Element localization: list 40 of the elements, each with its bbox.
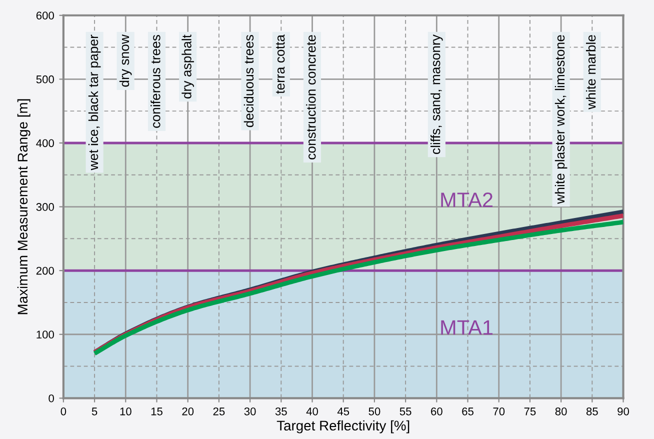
y-tick-label: 600 <box>36 12 54 20</box>
x-axis-title: Target Reflectivity [%] <box>276 420 410 434</box>
annotation: cliffs, sand, masonry <box>430 34 443 154</box>
band-label: MTA1 <box>441 320 493 335</box>
x-tick-label: 80 <box>555 407 567 416</box>
x-tick-label: 20 <box>182 407 194 416</box>
x-tick-label: 50 <box>368 407 380 416</box>
x-tick-label: 55 <box>400 408 412 416</box>
annotation: construction concrete <box>306 35 316 160</box>
y-tick-label: 200 <box>36 266 54 275</box>
x-tick-label: 15 <box>151 408 162 416</box>
x-tick-label: 60 <box>431 407 442 416</box>
band-label: MTA2 <box>441 192 492 208</box>
annotation: terra cotta <box>276 34 285 94</box>
y-axis-title: Maximum Measurement Range [m] <box>17 99 30 314</box>
annotation: white plaster work, limestone <box>554 35 568 204</box>
x-tick-label: 85 <box>586 407 598 416</box>
x-tick-label: 25 <box>213 407 225 416</box>
x-tick-label: 0 <box>60 407 66 416</box>
annotation: wet ice, black tar paper <box>88 34 101 170</box>
x-tick-label: 70 <box>493 407 505 416</box>
annotation: dry asphalt <box>182 34 194 98</box>
x-tick-label: 30 <box>244 407 256 416</box>
y-tick-label: 0 <box>48 394 54 402</box>
annotation: white marble <box>586 35 596 110</box>
x-tick-label: 40 <box>306 407 318 416</box>
y-tick-label: 300 <box>36 203 54 211</box>
y-tick-label: 100 <box>36 330 54 339</box>
y-tick-label: 400 <box>36 139 54 148</box>
x-tick-label: 5 <box>92 408 98 416</box>
annotation: dry snow <box>119 34 132 87</box>
x-tick-label: 10 <box>120 407 132 416</box>
x-tick-label: 65 <box>462 407 474 416</box>
x-tick-label: 45 <box>337 408 350 416</box>
annotation: deciduous trees <box>244 34 254 128</box>
x-tick-label: 35 <box>275 407 287 416</box>
x-tick-label: 90 <box>618 407 630 416</box>
annotation: coniferous trees <box>150 34 160 128</box>
y-tick-label: 500 <box>36 75 54 84</box>
x-tick-label: 75 <box>524 408 536 416</box>
